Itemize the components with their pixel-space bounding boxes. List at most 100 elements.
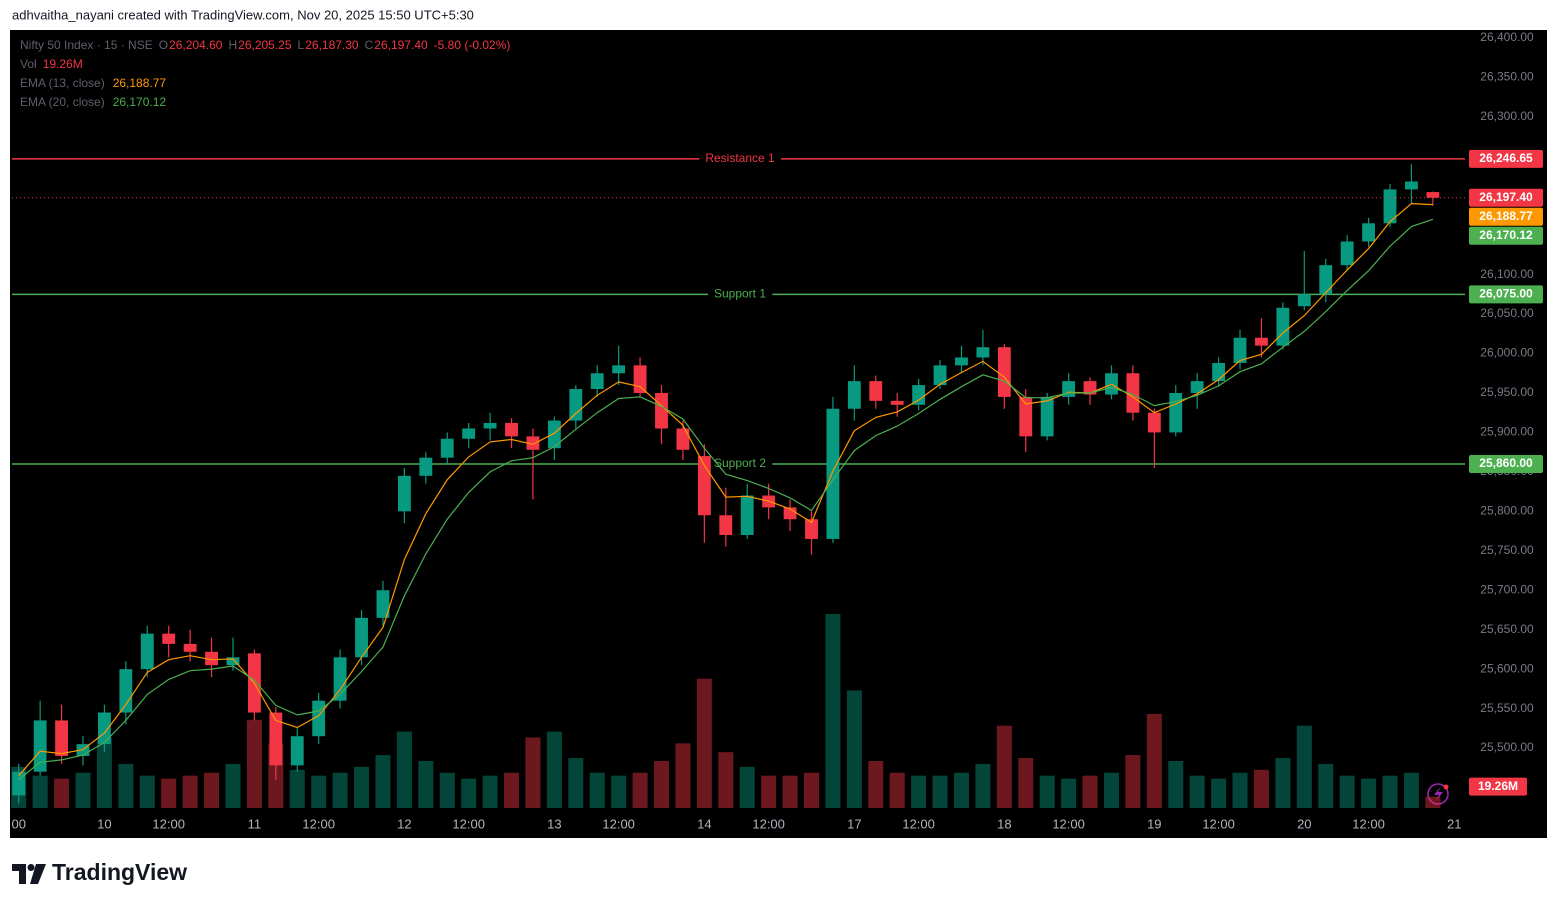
- level-label-bg: [699, 150, 782, 167]
- price-label: 26,188.77: [1479, 209, 1533, 223]
- candle-body: [719, 515, 733, 535]
- x-tick-label: 10: [97, 816, 111, 831]
- volume-bar: [418, 760, 434, 808]
- volume-bar: [354, 766, 370, 808]
- logo-mark: [12, 864, 26, 884]
- candle-body: [1297, 294, 1311, 307]
- candle-body: [1255, 337, 1268, 346]
- volume-bar: [782, 775, 798, 808]
- volume-bar: [1103, 772, 1119, 808]
- volume-label: 19.26M: [1478, 779, 1518, 793]
- x-tick-label: 12:00: [1202, 816, 1235, 831]
- volume-bar: [1361, 778, 1377, 808]
- volume-bar: [1189, 775, 1205, 808]
- candle-body: [33, 720, 47, 772]
- level-label: Support 1: [707, 286, 773, 303]
- candle-body: [205, 651, 218, 666]
- price-label: 26,197.40: [1479, 190, 1533, 204]
- y-tick-label: 25,750.00: [1480, 543, 1534, 557]
- volume-bar: [525, 737, 541, 808]
- brand: TradingView: [52, 859, 187, 885]
- candle-body: [1019, 396, 1033, 437]
- volume-bar: [118, 763, 134, 808]
- legend-value: 26,170.12: [113, 95, 167, 109]
- volume-label-box: [1469, 777, 1527, 796]
- candle-body: [1190, 381, 1204, 393]
- candle-body: [805, 519, 818, 539]
- candle-body: [1340, 241, 1354, 266]
- x-tick-label: 14: [697, 816, 711, 831]
- volume-bar: [161, 778, 177, 808]
- volume-bar: [718, 752, 734, 808]
- volume-bar: [1318, 763, 1334, 808]
- volume-bar: [461, 778, 477, 808]
- volume-bar: [182, 775, 198, 808]
- legend-key: C: [365, 38, 374, 52]
- legend-change: -5.80 (-0.02%): [434, 38, 511, 52]
- legend-key: O: [159, 38, 168, 52]
- volume-bar: [654, 760, 670, 808]
- volume-bar: [953, 772, 969, 808]
- volume-bar: [568, 758, 584, 808]
- logo-mark: [30, 864, 46, 884]
- alert-icon: [1427, 783, 1449, 805]
- candle-body: [955, 357, 968, 366]
- x-tick-label: 13: [547, 816, 561, 831]
- y-tick-label: 25,800.00: [1480, 504, 1534, 518]
- candle-body: [1212, 362, 1226, 382]
- price-label: 26,170.12: [1479, 228, 1533, 242]
- candle-body: [140, 633, 154, 670]
- volume-bar: [675, 743, 691, 808]
- candle-body: [997, 347, 1011, 397]
- candle-body: [419, 457, 433, 476]
- legend-key: Vol: [20, 57, 37, 71]
- legend-value: 26,197.40: [374, 38, 428, 52]
- y-tick-label: 25,650.00: [1480, 622, 1534, 636]
- volume-bar: [1125, 755, 1141, 808]
- candle-body: [1383, 189, 1397, 224]
- candle-body: [783, 507, 797, 520]
- volume-bar: [139, 775, 155, 808]
- x-tick-label: 00: [11, 816, 25, 831]
- icon: [1427, 783, 1449, 805]
- x-tick-label: 12:00: [1352, 816, 1385, 831]
- candle-body: [1319, 265, 1333, 295]
- candle-body: [890, 400, 904, 405]
- x-tick-label: 17: [847, 816, 861, 831]
- volume-bar: [889, 772, 905, 808]
- candle-body: [1126, 373, 1140, 413]
- candle-body: [1040, 396, 1054, 437]
- legend-key: H: [228, 38, 237, 52]
- candle-body: [655, 392, 668, 429]
- volume-bar: [482, 775, 498, 808]
- candle-body: [1426, 192, 1440, 198]
- volume-bar: [632, 772, 648, 808]
- volume-bar: [975, 763, 991, 808]
- volume-bar: [1382, 775, 1398, 808]
- icon: [1434, 787, 1443, 801]
- candle-body: [119, 669, 133, 713]
- candle-body: [869, 381, 883, 401]
- candle-body: [462, 428, 476, 439]
- volume-bar: [1232, 772, 1248, 808]
- volume-bar: [611, 775, 627, 808]
- legend-title: Nifty 50 Index · 15 · NSE: [20, 38, 153, 52]
- candle-body: [826, 408, 840, 539]
- volume-bar: [1039, 775, 1055, 808]
- volume-bar: [1296, 725, 1312, 808]
- candle-body: [1362, 223, 1376, 242]
- volume-bar: [846, 690, 862, 808]
- legend-value: 26,204.60: [169, 38, 223, 52]
- volume-bar: [504, 772, 520, 808]
- candle-body: [226, 657, 240, 666]
- icon: [1443, 784, 1449, 790]
- legend-key: L: [298, 38, 305, 52]
- candle-body: [1276, 307, 1290, 346]
- candle-body: [97, 712, 111, 745]
- y-tick-label: 26,100.00: [1480, 267, 1534, 281]
- candle-body: [676, 428, 690, 450]
- x-tick-label: 12:00: [902, 816, 935, 831]
- legend-key: EMA (13, close): [20, 76, 105, 90]
- y-tick-label: 25,900.00: [1480, 425, 1534, 439]
